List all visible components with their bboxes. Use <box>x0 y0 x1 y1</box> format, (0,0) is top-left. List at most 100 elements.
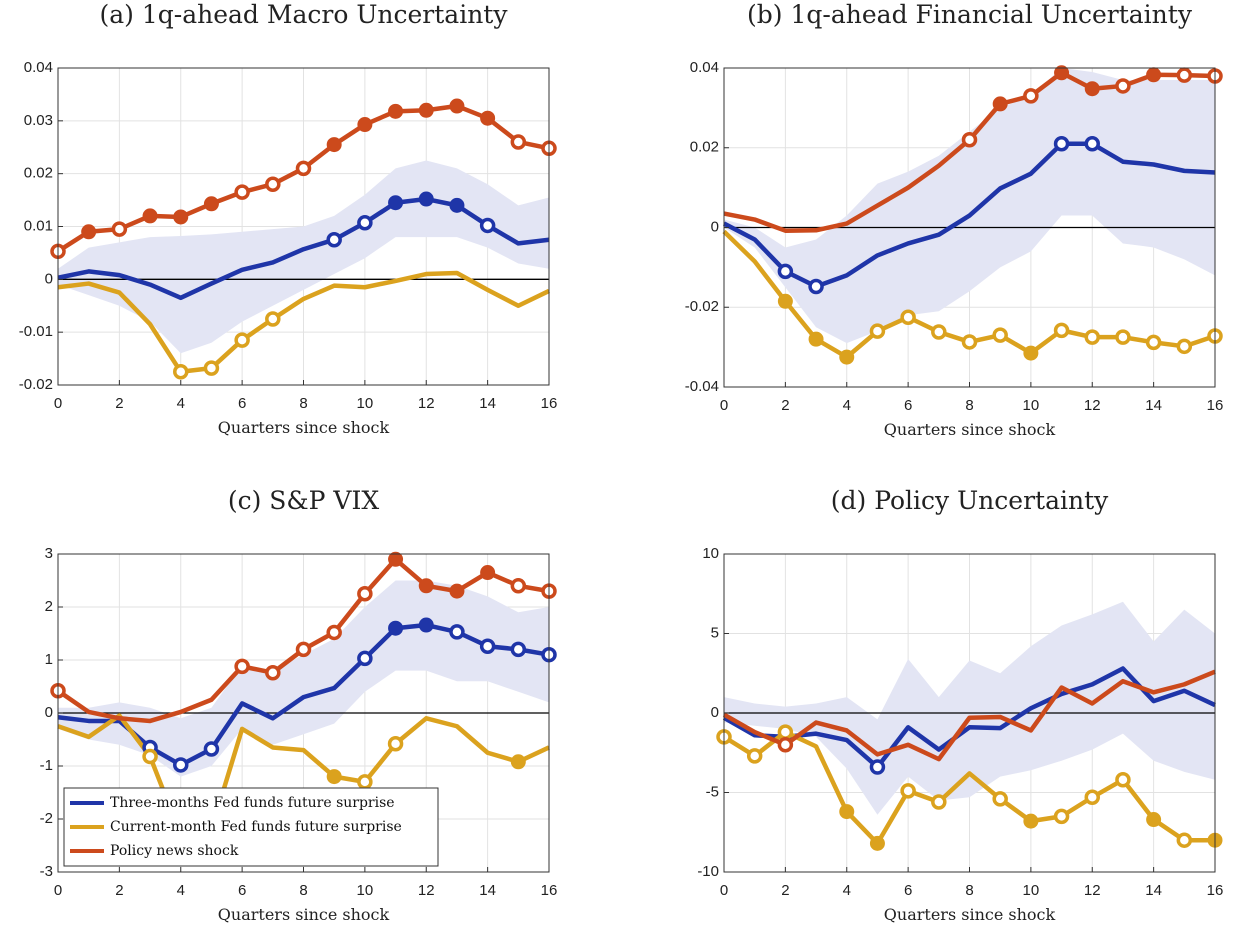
x-tick-label: 8 <box>299 395 307 412</box>
x-tick-label: 16 <box>541 882 558 899</box>
x-tick-label: 10 <box>357 395 374 412</box>
point-marker <box>510 578 527 594</box>
point-marker <box>1084 329 1100 345</box>
x-tick-label: 4 <box>843 397 851 414</box>
point-marker <box>357 215 373 231</box>
point-marker <box>992 96 1008 112</box>
point-marker <box>388 551 404 567</box>
point-marker <box>234 658 250 675</box>
point-marker <box>203 196 219 212</box>
point-marker <box>1176 67 1193 83</box>
point-marker <box>449 98 465 114</box>
y-tick-label: 0.04 <box>24 59 53 76</box>
y-tick-label: -5 <box>706 783 719 800</box>
point-marker <box>388 620 404 636</box>
point-marker <box>388 103 404 119</box>
point-marker <box>480 110 496 126</box>
point-marker <box>931 324 947 340</box>
point-marker <box>900 783 916 799</box>
point-marker <box>510 641 527 658</box>
point-marker <box>1176 832 1193 848</box>
y-tick-label: 0.02 <box>690 139 719 156</box>
point-marker <box>295 641 312 658</box>
y-tick-label: -2 <box>40 810 53 827</box>
x-tick-label: 0 <box>54 882 62 899</box>
point-marker <box>479 638 496 654</box>
chart-title: (a) 1q-ahead Macro Uncertainty <box>100 0 509 29</box>
x-tick-label: 12 <box>1084 397 1101 414</box>
point-marker <box>326 137 342 153</box>
series-line <box>57 622 550 768</box>
x-tick-label: 6 <box>238 395 246 412</box>
series-line <box>57 270 550 375</box>
point-marker <box>869 323 886 339</box>
chart-title: (d) Policy Uncertainty <box>831 486 1109 515</box>
x-tick-label: 14 <box>1145 882 1162 899</box>
point-marker <box>234 184 250 200</box>
y-tick-label: -0.01 <box>19 323 53 340</box>
x-tick-label: 8 <box>299 882 307 899</box>
point-marker <box>203 741 220 757</box>
point-marker <box>777 293 793 309</box>
y-tick-label: 1 <box>45 651 53 668</box>
x-axis-label: Quarters since shock <box>218 418 390 437</box>
y-tick-label: 0.04 <box>690 59 719 76</box>
point-marker <box>449 197 465 213</box>
y-tick-label: -0.04 <box>685 378 719 395</box>
x-tick-label: 16 <box>1207 882 1224 899</box>
point-marker <box>992 327 1008 343</box>
point-marker <box>931 794 947 810</box>
point-marker <box>1023 345 1039 361</box>
point-marker <box>81 224 97 240</box>
series-line <box>722 669 1216 762</box>
point-marker <box>357 774 373 790</box>
x-tick-label: 2 <box>115 395 123 412</box>
y-tick-label: 0.03 <box>24 112 53 129</box>
x-tick-label: 10 <box>1023 397 1040 414</box>
confidence-band <box>724 601 1215 815</box>
x-tick-label: 10 <box>357 882 374 899</box>
point-marker <box>173 364 189 380</box>
chart-title: (b) 1q-ahead Financial Uncertainty <box>747 0 1193 29</box>
x-tick-label: 12 <box>418 395 435 412</box>
x-tick-label: 8 <box>965 397 973 414</box>
legend-label: Policy news shock <box>110 843 239 859</box>
series-line <box>57 713 550 838</box>
series-line <box>722 141 1216 289</box>
point-marker <box>1053 136 1070 152</box>
y-tick-label: 2 <box>45 598 53 615</box>
point-marker <box>510 134 527 150</box>
legend-label: Three-months Fed funds future surprise <box>110 795 395 811</box>
y-tick-label: 0 <box>711 704 719 721</box>
point-marker <box>387 735 404 752</box>
point-marker <box>295 160 312 177</box>
y-tick-label: 0.02 <box>24 165 53 182</box>
x-tick-label: 10 <box>1023 882 1040 899</box>
point-marker <box>265 311 281 327</box>
x-tick-label: 16 <box>541 395 558 412</box>
point-marker <box>234 332 250 348</box>
point-marker <box>1084 136 1100 152</box>
point-marker <box>961 334 978 350</box>
y-tick-label: 3 <box>45 545 53 562</box>
confidence-band <box>58 160 549 354</box>
x-tick-label: 12 <box>1084 882 1101 899</box>
point-marker <box>900 309 916 325</box>
point-marker <box>357 586 373 602</box>
point-marker <box>265 176 281 192</box>
point-marker <box>357 650 373 667</box>
point-marker <box>418 617 434 633</box>
point-marker <box>1146 812 1162 828</box>
point-marker <box>326 624 342 641</box>
x-tick-label: 14 <box>479 395 496 412</box>
point-marker <box>777 724 794 740</box>
point-marker <box>1053 322 1070 339</box>
x-tick-label: 0 <box>54 395 62 412</box>
point-marker <box>480 565 496 581</box>
point-marker <box>418 191 434 207</box>
series-line <box>722 666 1216 770</box>
point-marker <box>992 791 1008 807</box>
point-marker <box>777 263 794 280</box>
x-tick-label: 4 <box>843 882 851 899</box>
